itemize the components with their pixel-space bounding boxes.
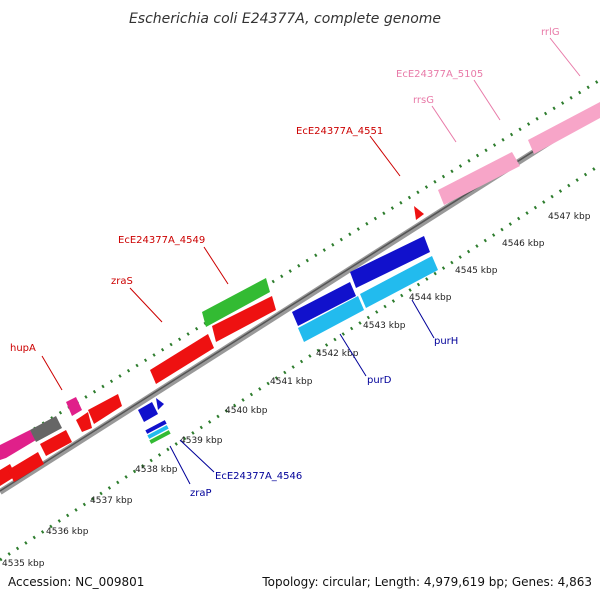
- gene-arrow-blue-forward: [350, 236, 430, 288]
- gene-label-rrsg: rrsG: [413, 95, 434, 106]
- gene-label-zras: zraS: [111, 276, 133, 287]
- gene-arrow-red-left-2: [8, 452, 44, 482]
- tick-label: 4545 kbp: [455, 266, 498, 276]
- tick-label: 4540 kbp: [225, 406, 268, 416]
- tick-label: 4541 kbp: [270, 377, 313, 387]
- tick-label: 4539 kbp: [180, 436, 223, 446]
- tick-label: 4542 kbp: [316, 349, 359, 359]
- gene-arrow-blue-tip: [156, 398, 164, 410]
- gene-label-rrlg: rrlG: [541, 27, 560, 38]
- gene-label-ece24377a-5105: EcE24377A_5105: [396, 69, 483, 80]
- gene-label-hupa: hupA: [10, 343, 36, 354]
- gene-arrow-purh: [360, 256, 438, 308]
- gene-arrow-red-mid: [88, 394, 122, 424]
- tick-label: 4547 kbp: [548, 212, 591, 222]
- gene-arrow-magenta-small: [66, 397, 82, 416]
- tick-label: 4538 kbp: [135, 465, 178, 475]
- gene-arrow-gray: [30, 416, 62, 442]
- gene-arrow-purd: [292, 282, 356, 326]
- tick-label: 4543 kbp: [363, 321, 406, 331]
- gene-arrow-cyan-1: [298, 296, 364, 342]
- gene-arrow-rrsg: [438, 152, 520, 205]
- reverse-strand-genes: [0, 256, 438, 486]
- forward-strand-genes: [0, 102, 600, 460]
- gene-label-ece24377a-4549: EcE24377A_4549: [118, 235, 205, 246]
- gene-labels: hupA zraS EcE24377A_4549 EcE24377A_4551 …: [10, 27, 581, 499]
- gene-arrow-zras: [150, 334, 214, 384]
- gene-label-purd: purD: [367, 375, 392, 386]
- gene-zrap: [145, 420, 167, 434]
- map-title: Escherichia coli E24377A, complete genom…: [129, 11, 441, 27]
- gene-green-small: [149, 430, 171, 444]
- gene-arrow-red-hupa: [76, 412, 92, 432]
- gene-arrow-ece24377a-4551: [414, 206, 424, 220]
- tick-label: 4544 kbp: [409, 293, 452, 303]
- gene-arrow-red-long: [212, 296, 276, 342]
- tick-label: 4546 kbp: [502, 239, 545, 249]
- gene-arrow-red-left-3: [40, 430, 72, 456]
- gene-ece24377a-4546: [147, 425, 169, 439]
- tick-label: 4536 kbp: [46, 527, 89, 537]
- tick-label: 4537 kbp: [90, 496, 133, 506]
- scale-ticks: 4535 kbp 4536 kbp 4537 kbp 4538 kbp 4539…: [2, 212, 591, 569]
- gene-arrow-blue-small: [138, 402, 158, 422]
- gene-label-ece24377a-4546: EcE24377A_4546: [215, 471, 302, 482]
- tick-label: 4535 kbp: [2, 559, 45, 569]
- gene-label-ece24377a-4551: EcE24377A_4551: [296, 126, 383, 137]
- gene-label-purh: purH: [434, 336, 458, 347]
- gene-arrow-ece24377a-4549: [202, 278, 270, 327]
- genome-summary-text: Topology: circular; Length: 4,979,619 bp…: [261, 575, 592, 589]
- accession-text: Accession: NC_009801: [8, 575, 144, 589]
- gene-label-zrap: zraP: [190, 488, 212, 499]
- gene-arrow-magenta: [0, 430, 36, 460]
- gene-arrow-rrlg: [528, 102, 600, 154]
